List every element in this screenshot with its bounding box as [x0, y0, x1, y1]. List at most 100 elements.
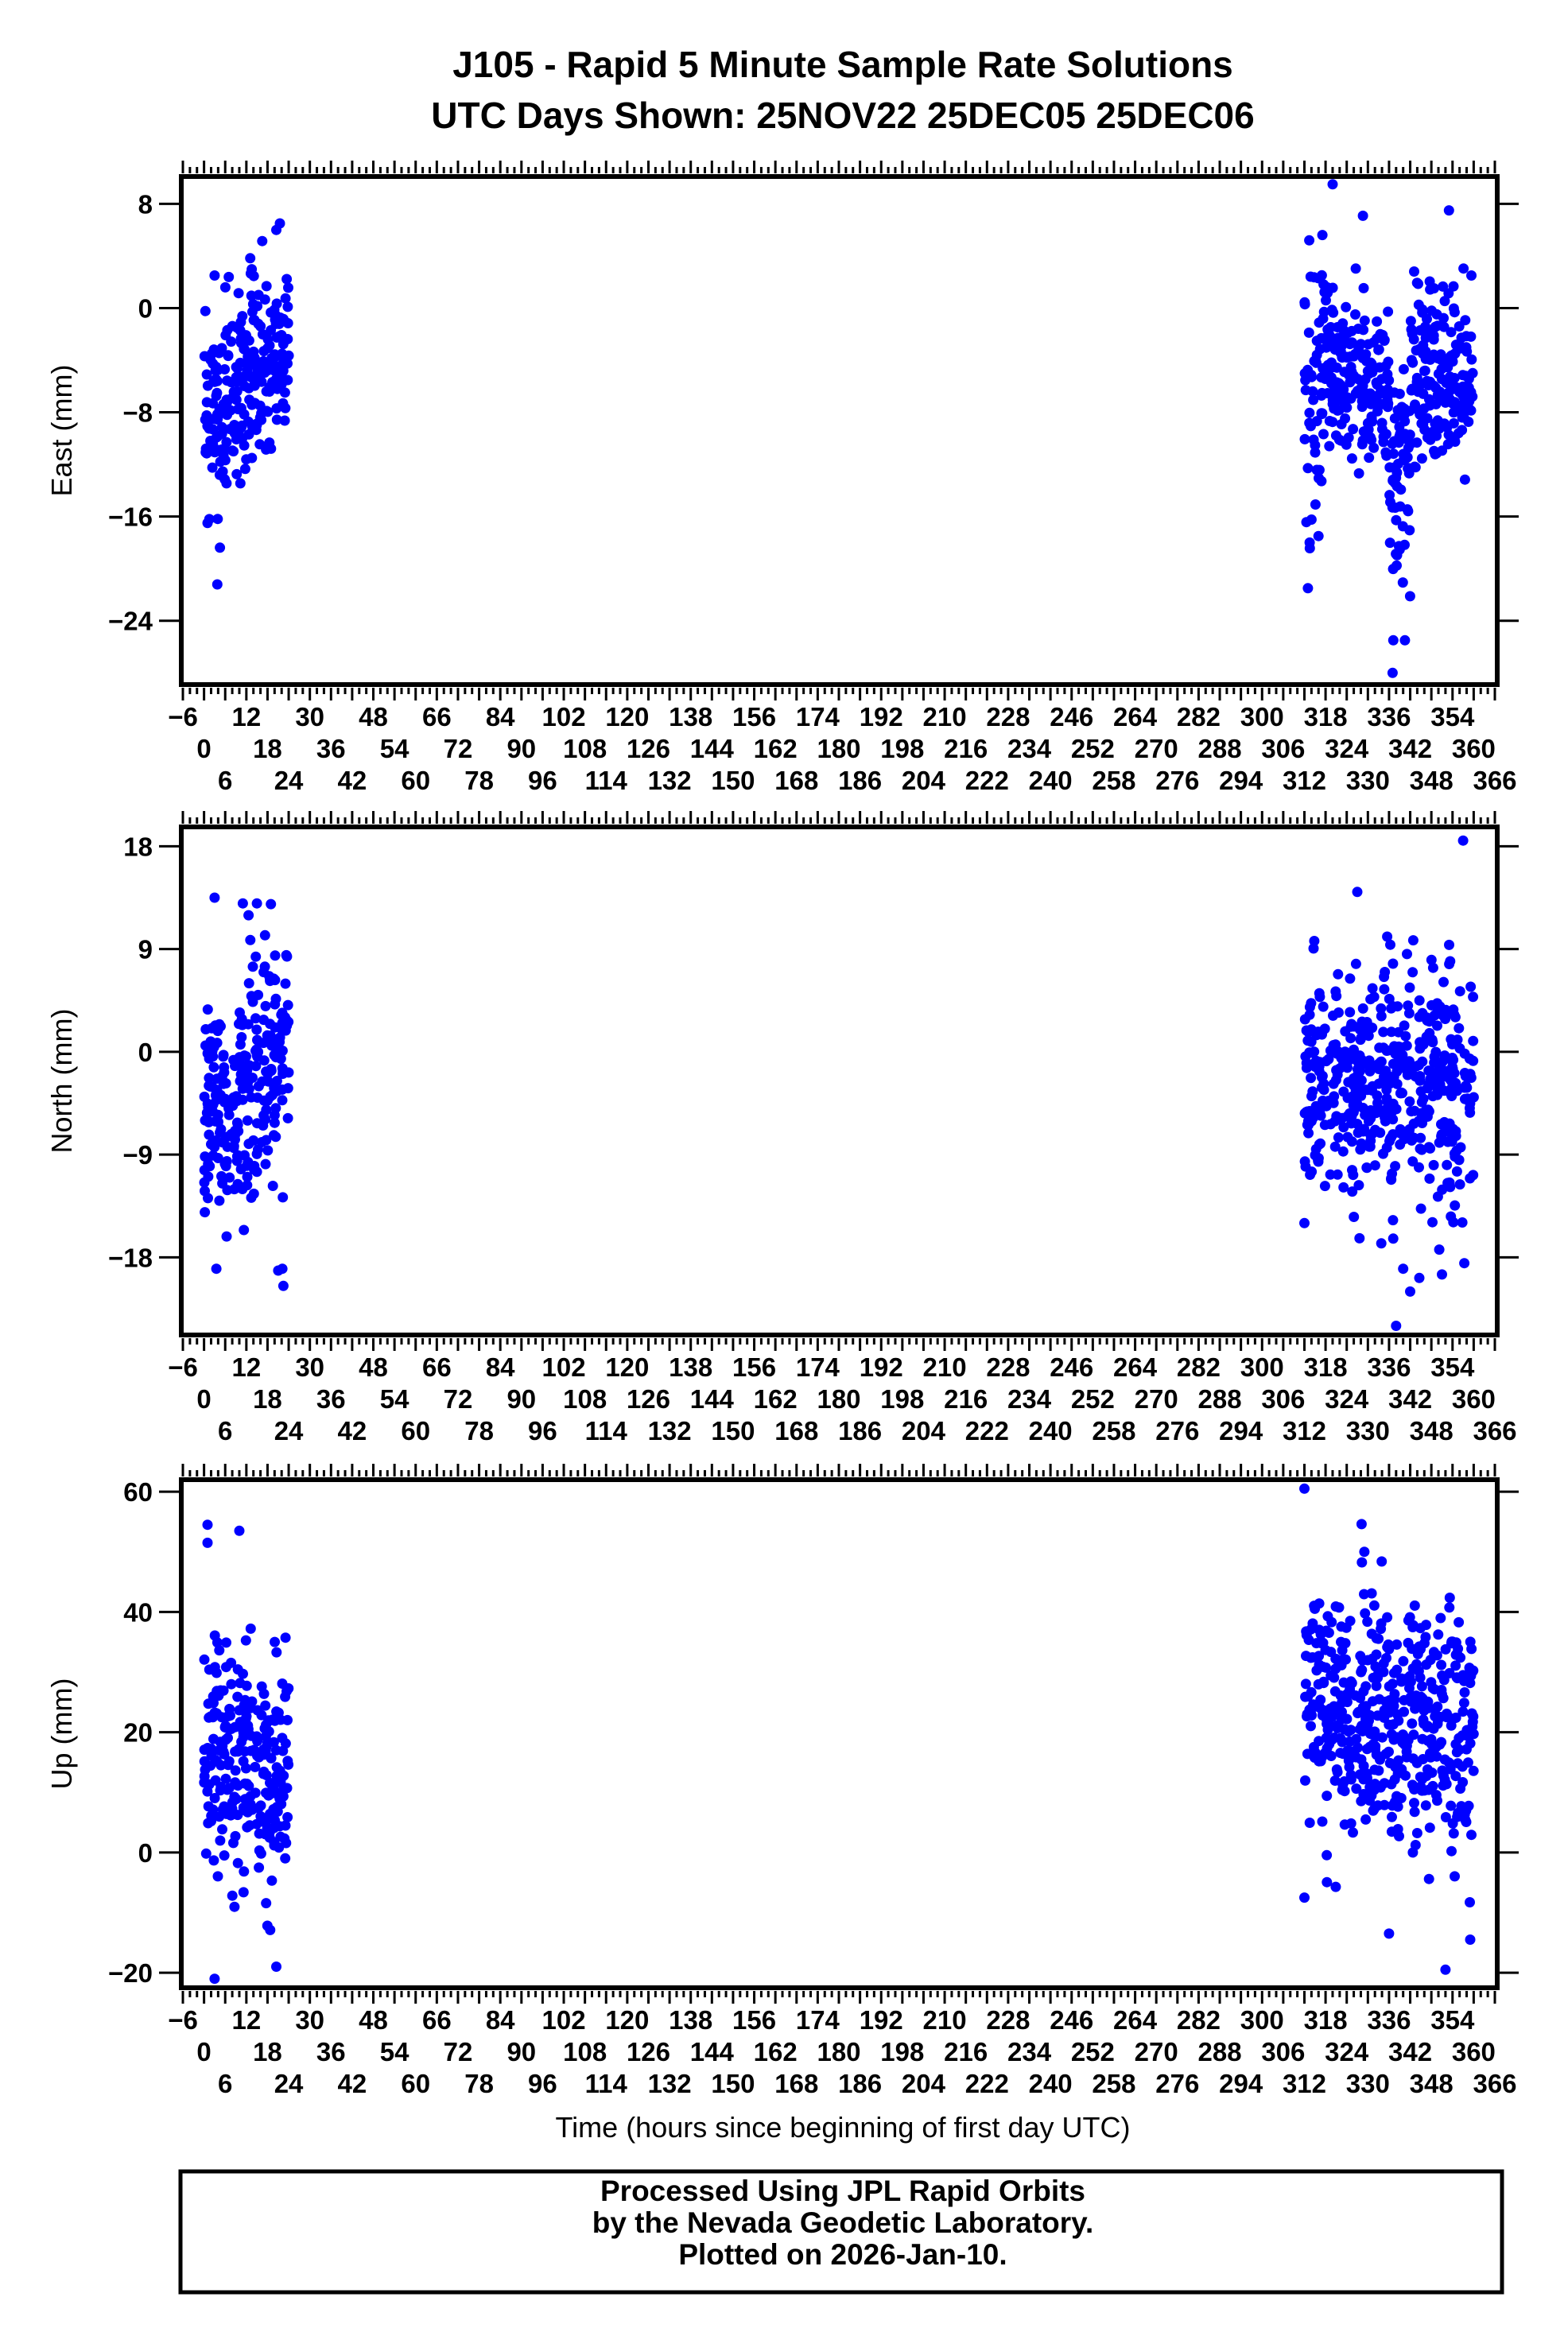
plot-frame	[179, 1477, 1500, 1990]
data-point	[230, 1746, 241, 1757]
x-tick-label: 192	[860, 2005, 903, 2035]
data-point	[248, 1188, 259, 1199]
x-tick-label: 276	[1155, 1416, 1199, 1445]
data-point	[1325, 1751, 1337, 1761]
x-tick-label: 6	[218, 766, 232, 795]
x-tick-label: 234	[1007, 1384, 1052, 1414]
data-point	[1437, 445, 1448, 456]
data-point	[1334, 392, 1345, 403]
x-tick-label: 258	[1092, 1416, 1135, 1445]
data-point	[238, 1668, 248, 1679]
data-point	[1306, 1091, 1317, 1102]
data-point	[1459, 1068, 1470, 1078]
x-tick-label: 102	[542, 1352, 586, 1382]
data-point	[1392, 405, 1403, 416]
data-point	[1373, 1765, 1384, 1776]
data-point	[1380, 429, 1391, 440]
x-tick-label: 84	[486, 702, 515, 731]
data-point	[246, 306, 258, 317]
x-tick-label: 150	[711, 1416, 755, 1445]
data-point	[261, 1135, 272, 1146]
data-point	[1314, 1139, 1325, 1150]
data-point	[1307, 386, 1318, 397]
data-point	[1450, 1200, 1461, 1211]
data-point	[243, 359, 254, 370]
data-point	[1460, 371, 1471, 382]
x-tick-label: 42	[338, 1416, 367, 1445]
data-point	[1376, 1238, 1387, 1249]
data-point	[1437, 1184, 1448, 1195]
data-point	[203, 1158, 214, 1170]
x-tick-label: 228	[986, 1352, 1030, 1382]
data-point	[1372, 1102, 1384, 1113]
data-point	[1438, 1085, 1450, 1096]
data-point	[1392, 1801, 1403, 1812]
data-point	[253, 318, 264, 329]
data-point	[1384, 1928, 1395, 1939]
data-point	[1415, 1643, 1426, 1655]
x-tick-label: 96	[528, 1416, 557, 1445]
data-point	[1346, 325, 1357, 336]
data-point	[1322, 1849, 1333, 1861]
data-point	[1330, 1074, 1341, 1085]
data-point	[1440, 1812, 1451, 1822]
data-point	[217, 1824, 227, 1835]
x-tick-label: 168	[774, 766, 818, 795]
data-point	[271, 403, 282, 414]
data-point	[1299, 299, 1310, 310]
x-tick-label: 84	[486, 2005, 515, 2035]
data-point	[1415, 1071, 1426, 1081]
data-point	[1386, 1026, 1397, 1038]
data-point	[1353, 1180, 1364, 1191]
x-tick-label: 186	[838, 2069, 882, 2098]
data-point	[221, 1231, 232, 1242]
data-point	[1380, 360, 1391, 371]
x-tick-label: 132	[648, 2069, 692, 2098]
x-tick-label: −6	[168, 1352, 198, 1382]
data-point	[245, 934, 256, 945]
data-point	[212, 1038, 223, 1049]
data-point	[223, 351, 234, 362]
data-point	[209, 892, 220, 903]
y-tick-label: −24	[108, 607, 153, 636]
data-point	[215, 542, 226, 553]
data-point	[241, 1160, 252, 1171]
data-point	[1451, 1166, 1462, 1177]
data-point	[1299, 433, 1310, 444]
data-point	[278, 1784, 289, 1795]
data-point	[1358, 1774, 1369, 1785]
x-tick-label: 144	[690, 1384, 735, 1414]
x-tick-label: 234	[1007, 2037, 1052, 2066]
x-tick-label: 114	[585, 1416, 628, 1445]
data-point	[1446, 1800, 1457, 1811]
data-point	[1388, 634, 1399, 646]
x-tick-label: 162	[754, 2037, 798, 2066]
data-point	[1439, 1754, 1450, 1765]
data-point	[1393, 1041, 1404, 1052]
data-point	[1373, 1058, 1384, 1069]
x-tick-label: 132	[648, 766, 692, 795]
data-point	[1302, 1711, 1312, 1722]
data-point	[1310, 1100, 1322, 1112]
data-point	[241, 1680, 252, 1691]
data-point	[1363, 424, 1374, 435]
data-point	[1354, 1232, 1365, 1244]
data-point	[245, 1791, 256, 1802]
data-point	[1353, 1127, 1364, 1139]
data-point	[1304, 235, 1315, 246]
data-point	[1345, 1774, 1356, 1785]
data-point	[242, 1171, 253, 1182]
data-point	[1439, 1050, 1450, 1061]
data-point	[245, 1799, 256, 1810]
data-point	[1363, 1030, 1374, 1042]
data-point	[1318, 1001, 1329, 1012]
data-point	[1388, 958, 1399, 969]
data-point	[209, 1662, 220, 1673]
chart-subtitle: UTC Days Shown: 25NOV22 25DEC05 25DEC06	[431, 95, 1254, 136]
data-point	[281, 1686, 292, 1697]
data-point	[1311, 416, 1322, 427]
x-tick-label: 18	[253, 1384, 282, 1414]
x-tick-label: 132	[648, 1416, 692, 1445]
data-point	[1466, 1830, 1477, 1841]
data-point	[276, 1773, 287, 1784]
